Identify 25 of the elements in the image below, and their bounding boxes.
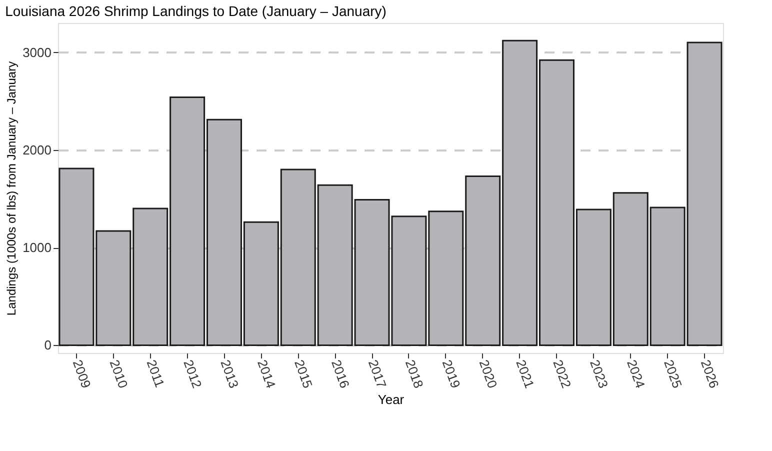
x-tick-label: 2009 <box>70 358 94 390</box>
x-tick-label: 2015 <box>292 358 316 390</box>
y-axis-title: Landings (1000s of lbs) from January – January <box>4 61 19 316</box>
x-tick-label: 2011 <box>144 358 168 390</box>
x-tick-label: 2026 <box>698 358 722 390</box>
x-tick-label: 2025 <box>661 358 685 390</box>
x-tick-label: 2016 <box>328 358 352 390</box>
x-tick-label: 2017 <box>365 358 390 390</box>
x-tick-label: 2014 <box>254 358 279 390</box>
x-tick-label: 2019 <box>439 358 464 390</box>
chart-title: Louisiana 2026 Shrimp Landings to Date (January – January) <box>5 3 386 19</box>
y-tick-label: 0 <box>44 338 52 353</box>
x-tick-label: 2022 <box>550 358 574 390</box>
y-tick-label: 1000 <box>22 240 52 256</box>
x-axis-title: Year <box>378 392 405 408</box>
x-tick-label: 2012 <box>180 358 205 390</box>
y-tick-label: 2000 <box>22 142 52 158</box>
x-tick-label: 2018 <box>402 358 426 390</box>
y-tick-label: 3000 <box>22 44 52 60</box>
x-tick-label: 2023 <box>587 358 612 390</box>
x-tick-label: 2024 <box>624 358 648 390</box>
x-tick-label: 2010 <box>106 358 131 390</box>
x-tick-label: 2013 <box>218 358 242 390</box>
x-tick-label: 2020 <box>476 358 500 390</box>
x-tick-label: 2021 <box>513 358 538 390</box>
